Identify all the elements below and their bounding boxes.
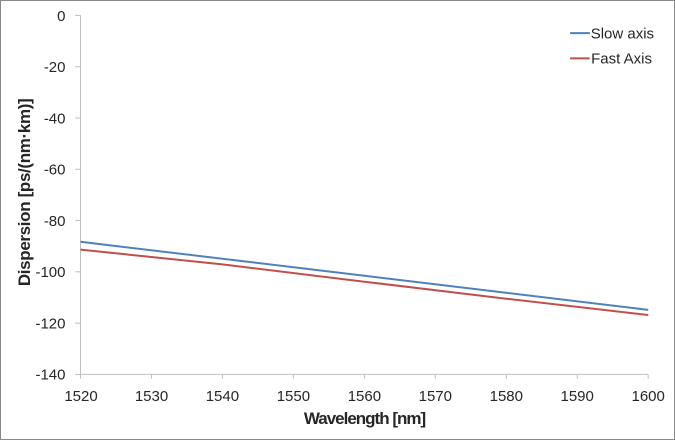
svg-text:1570: 1570	[419, 388, 452, 405]
svg-text:1540: 1540	[206, 388, 239, 405]
svg-text:1560: 1560	[348, 388, 381, 405]
svg-text:1520: 1520	[64, 388, 97, 405]
svg-text:1550: 1550	[277, 388, 310, 405]
svg-text:Wavelength [nm]: Wavelength [nm]	[304, 409, 426, 428]
svg-text:0: 0	[57, 8, 65, 25]
svg-text:1530: 1530	[135, 388, 168, 405]
svg-text:-40: -40	[44, 110, 66, 127]
svg-text:Fast Axis: Fast Axis	[591, 51, 652, 68]
svg-text:1600: 1600	[632, 388, 665, 405]
svg-text:-80: -80	[44, 213, 66, 230]
svg-text:1590: 1590	[561, 388, 594, 405]
svg-text:-20: -20	[44, 59, 66, 76]
svg-text:-140: -140	[35, 367, 65, 384]
svg-text:-60: -60	[44, 162, 66, 179]
svg-text:Slow axis: Slow axis	[591, 26, 654, 43]
svg-text:-120: -120	[35, 315, 65, 332]
svg-text:-100: -100	[35, 264, 65, 281]
svg-text:Dispersion [ps/(nm·km)]: Dispersion [ps/(nm·km)]	[15, 99, 34, 286]
svg-text:1580: 1580	[490, 388, 523, 405]
